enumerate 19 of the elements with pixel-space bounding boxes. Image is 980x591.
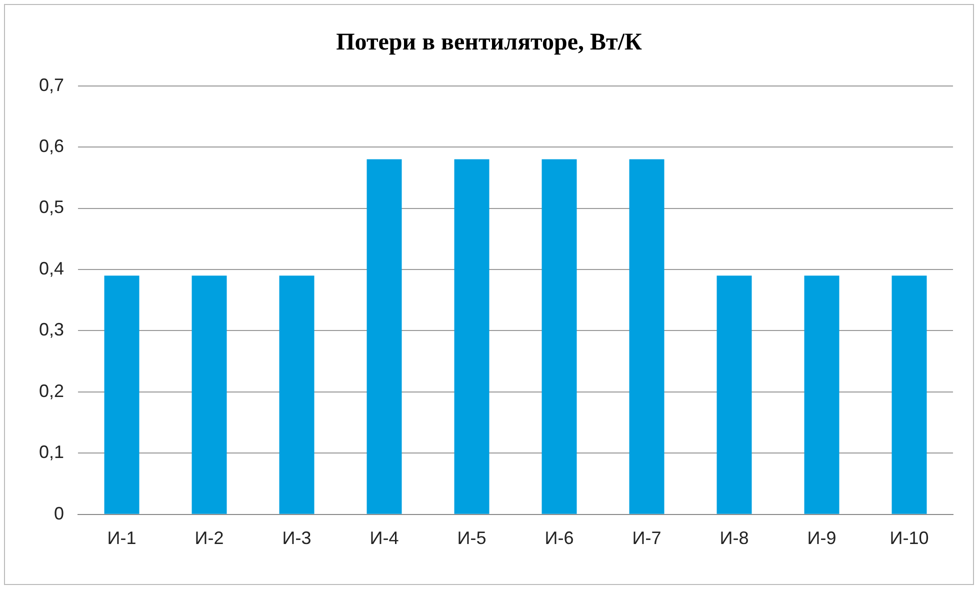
- x-tick-label: И-8: [720, 528, 749, 548]
- y-tick-label: 0,2: [38, 380, 64, 401]
- chart-title: Потери в вентиляторе, Вт/К: [336, 30, 642, 56]
- y-tick-label: 0,4: [38, 258, 64, 278]
- y-tick-label: 0,7: [38, 74, 64, 95]
- x-tick-label: И-6: [544, 528, 574, 548]
- x-tick-label: И-1: [107, 528, 136, 548]
- x-tick-label: И-9: [807, 528, 836, 548]
- x-tick-label: И-2: [194, 528, 224, 548]
- x-tick-label: И-7: [632, 528, 662, 548]
- x-tick-label: И-4: [370, 528, 399, 548]
- x-tick-label: И-3: [282, 528, 312, 548]
- x-tick-label: И-10: [890, 528, 929, 548]
- y-tick-label: 0,3: [38, 320, 64, 340]
- y-tick-label: 0,1: [38, 442, 64, 462]
- y-tick-label: 0,6: [38, 136, 64, 156]
- y-tick-label: 0,5: [38, 197, 64, 218]
- y-tick-label: 0: [54, 503, 64, 524]
- x-tick-label: И-5: [457, 528, 486, 548]
